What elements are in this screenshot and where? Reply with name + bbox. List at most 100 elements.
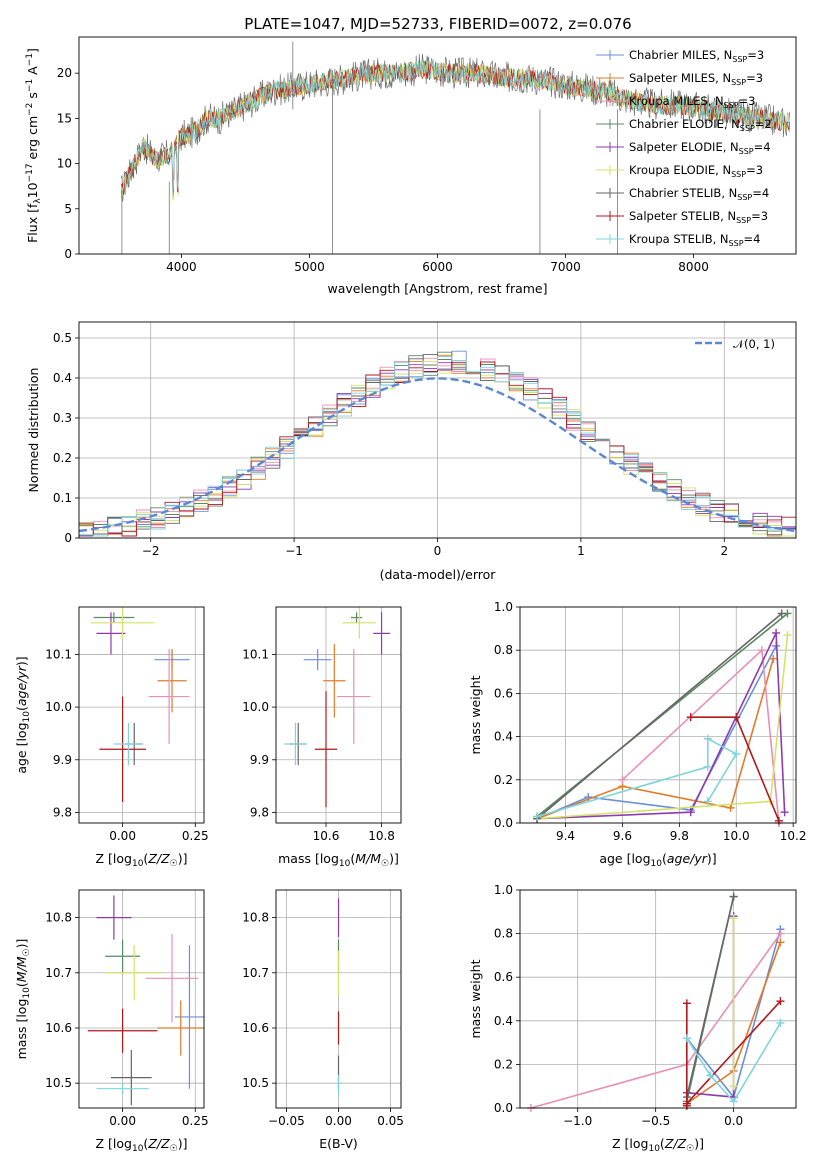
weight-marker	[686, 808, 695, 817]
spectrum-line	[121, 60, 790, 196]
y-tick-label: 0.6	[494, 970, 513, 984]
y-tick-label: 10.7	[45, 966, 72, 980]
legend-label: Kroupa ELODIE, NSSP=3	[629, 163, 763, 179]
y-tick-label: 0.6	[494, 686, 513, 700]
y-tick-label: 10.1	[242, 647, 269, 661]
weight-marker	[777, 609, 786, 618]
y-axis-label: mass weight	[468, 675, 483, 754]
y-axis-label: age [log10(age/yr)]	[14, 656, 32, 773]
y-tick-label: 10.0	[45, 700, 72, 714]
y-tick-label: 0.2	[494, 773, 513, 787]
weight-line	[536, 612, 783, 820]
weight-marker	[774, 816, 783, 825]
y-tick-label: 20	[57, 66, 72, 80]
grid-age_vs_mass	[276, 607, 401, 823]
weight-line	[536, 645, 777, 820]
y-axis-label: mass weight	[468, 959, 483, 1038]
x-tick-label: −0.5	[641, 1114, 670, 1128]
y-tick-label: 10.5	[242, 1076, 269, 1090]
weight-marker	[776, 929, 785, 938]
grid-weight_vs_Z	[520, 889, 796, 1109]
panel-residuals: −2 −1 0 1 2 0 0.1 0.2 0.3 0.4 0.5 𝒩(0, 1) (data-mode…	[26, 321, 797, 582]
x-tick-label: 6000	[422, 260, 453, 274]
y-tick-label: 0	[64, 531, 72, 545]
weight-marker	[729, 1097, 738, 1106]
weight-marker	[772, 628, 781, 637]
y-tick-label: 0.5	[53, 331, 72, 345]
x-tick-label: 0.00	[325, 1114, 352, 1128]
weight-marker	[776, 997, 785, 1006]
weight-marker	[706, 1071, 715, 1080]
x-tick-label: −2	[142, 544, 160, 558]
weight-marker	[726, 803, 735, 812]
y-tick-label: 9.9	[250, 753, 269, 767]
weight-line	[536, 658, 774, 820]
x-tick-label: 9.6	[613, 829, 632, 843]
weight-line	[536, 612, 789, 818]
y-tick-label: 0.4	[494, 730, 513, 744]
y-tick-label: 0.4	[53, 371, 72, 385]
y-tick-label: 10.5	[45, 1076, 72, 1090]
grid-mass_vs_Z	[79, 890, 204, 1108]
grid-age_vs_Z	[79, 607, 204, 823]
weight-marker	[729, 1082, 738, 1091]
x-axis-label: age [log10(age/yr)]	[599, 851, 716, 869]
y-tick-label: 5	[64, 202, 72, 216]
legend-label: Chabrier MILES, NSSP=3	[629, 48, 764, 64]
y-tick-label: 10.6	[45, 1021, 72, 1035]
x-axis-label: E(B-V)	[319, 1136, 358, 1151]
weight-marker	[618, 775, 627, 784]
weight-marker	[783, 631, 792, 640]
spectrum-line	[121, 59, 790, 200]
figure-title: PLATE=1047, MJD=52733, FIBERID=0072, z=0…	[244, 15, 631, 33]
y-tick-label: 0.2	[494, 1057, 513, 1071]
y-tick-label: 9.8	[250, 805, 269, 819]
axes-frame	[275, 606, 402, 824]
x-tick-label: 0.25	[182, 1114, 209, 1128]
x-tick-label: 7000	[550, 260, 581, 274]
weight-line	[686, 896, 735, 1098]
weight-marker	[533, 812, 542, 821]
weight-marker	[729, 892, 738, 901]
x-tick-label: 10.6	[313, 829, 340, 843]
weight-marker	[703, 797, 712, 806]
axes-frame	[78, 321, 797, 539]
axes-frame	[78, 606, 205, 824]
y-tick-label: 10.0	[242, 700, 269, 714]
axes-frame	[519, 889, 797, 1109]
x-tick-label: −1.0	[563, 1114, 592, 1128]
histogram-step	[79, 360, 796, 537]
x-tick-label: 9.4	[556, 829, 575, 843]
panel-weight_vs_Z: −1.0 −0.5 0.0 0.0 0.2 0.4 0.6 0.8 1.0 Z [log10(Z/…	[468, 883, 797, 1154]
legend-label: Salpeter MILES, NSSP=3	[629, 71, 763, 87]
weight-line	[537, 632, 786, 820]
x-axis-label: Z [log10(Z/Z☉)]	[96, 851, 188, 869]
axes-frame	[78, 36, 797, 255]
axes-frame	[275, 889, 402, 1109]
axes-frame	[519, 606, 797, 824]
legend-label: Salpeter STELIB, NSSP=3	[629, 209, 768, 225]
x-axis-label: Z [log10(Z/Z☉)]	[96, 1136, 188, 1154]
x-tick-label: 0.0	[724, 1114, 743, 1128]
histogram-step	[79, 361, 796, 537]
y-tick-label: 0.2	[53, 451, 72, 465]
y-tick-label: 10.6	[242, 1021, 269, 1035]
y-tick-label: 0.0	[494, 1101, 513, 1115]
panel-mass_vs_EBV: −0.05 0.00 0.05 10.5 10.6 10.7 10.8 E(B-V)	[242, 889, 404, 1151]
y-tick-label: 0.8	[494, 643, 513, 657]
weight-marker	[732, 749, 741, 758]
weight-marker	[682, 1099, 691, 1108]
y-tick-label: 0.4	[494, 1014, 513, 1028]
x-tick-label: 0	[434, 544, 442, 558]
y-tick-label: 10.8	[45, 911, 72, 925]
legend-label: Chabrier ELODIE, NSSP=2	[629, 117, 772, 133]
x-tick-label: 10.0	[723, 829, 750, 843]
x-tick-label: 10.8	[368, 829, 395, 843]
x-tick-label: −0.05	[268, 1114, 305, 1128]
x-tick-label: 5000	[294, 260, 325, 274]
weight-marker	[682, 1034, 691, 1043]
x-tick-label: 0.00	[109, 1114, 136, 1128]
x-tick-label: 0.00	[109, 829, 136, 843]
y-tick-label: 9.9	[53, 753, 72, 767]
y-tick-label: 1.0	[494, 600, 513, 614]
